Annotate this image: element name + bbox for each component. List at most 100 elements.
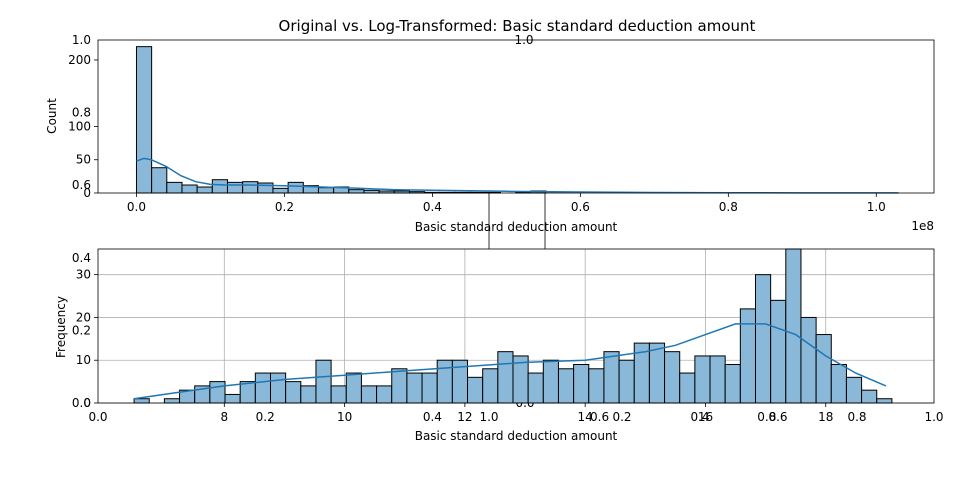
log-histogram-bar	[436, 359, 453, 404]
log-x-axis-label: Basic standard deduction amount	[415, 429, 618, 443]
log-histogram-bar	[209, 381, 226, 404]
overlay-subgrid-tick-label: 1.0	[479, 410, 498, 424]
log-histogram-bar	[876, 398, 893, 404]
log-histogram-bar	[800, 316, 817, 404]
overlay-y-tick-label: 0.0	[72, 396, 91, 410]
overlay-x-tick-label: 0.6	[590, 410, 609, 424]
log-histogram-bar	[254, 372, 271, 404]
original-histogram-bar	[151, 167, 168, 194]
overlay-x-tick-label: 0.0	[88, 410, 107, 424]
log-histogram-bar	[603, 351, 620, 404]
original-x-tick-label: 1.0	[867, 200, 886, 214]
log-histogram-panel: 8 10 12 14 16 18 0 10 20 30 Basic standard deduc…	[54, 248, 935, 443]
log-histogram-bar	[239, 381, 256, 404]
log-histogram-bar	[163, 398, 181, 404]
log-y-tick-label: 10	[76, 353, 91, 367]
log-histogram-bar	[770, 299, 787, 404]
log-histogram-bar	[406, 372, 423, 404]
original-x-tick-label: 0.0	[127, 200, 146, 214]
log-x-tick-label: 8	[220, 410, 228, 424]
log-histogram-bar	[133, 398, 150, 404]
log-histogram-bar	[391, 368, 408, 404]
log-kde-line	[133, 323, 887, 400]
log-x-tick-label: 14	[578, 410, 593, 424]
log-histogram-bar	[724, 364, 741, 404]
log-histogram-bar	[573, 364, 590, 404]
overlay-subgrid-tick-label: 0.8	[847, 410, 866, 424]
log-histogram-bar	[224, 393, 241, 404]
overlay-y-tick-label: 1.0	[72, 33, 91, 47]
original-x-ticks: 0.0 0.2 0.4 0.6 0.8 1.0	[127, 193, 886, 214]
log-plot-frame	[97, 248, 935, 404]
overlay-x-tick-label: 0.2	[256, 410, 275, 424]
overlay-y-tick-label: 0.4	[72, 251, 91, 265]
log-histogram-bar	[694, 355, 711, 404]
log-histogram-bar	[588, 368, 605, 404]
original-x-tick-label: 0.2	[275, 200, 294, 214]
log-histogram-bar	[315, 359, 332, 404]
original-histogram-bar	[272, 187, 289, 194]
log-histogram-bar	[815, 334, 832, 404]
log-histogram-bar	[785, 248, 802, 404]
log-y-tick-label: 30	[76, 268, 91, 282]
original-histogram-bar	[242, 181, 259, 194]
log-histogram-bar	[467, 376, 484, 404]
original-histogram-bar	[211, 179, 228, 194]
log-histogram-bar	[421, 372, 438, 404]
original-histogram-bar	[181, 184, 198, 194]
original-histogram-bar	[166, 181, 183, 194]
log-histogram-bar	[300, 385, 317, 404]
log-histogram-bar	[754, 274, 772, 404]
original-histogram-bar	[226, 181, 244, 194]
original-y-tick-label: 50	[76, 153, 91, 167]
log-histogram-bar	[618, 359, 635, 404]
log-y-axis-label: Frequency	[54, 296, 68, 358]
overlay-subgrid-tick-label: 0.4	[690, 410, 709, 424]
log-histogram-bar	[527, 372, 544, 404]
original-y-tick-label: 0	[83, 186, 91, 200]
log-x-tick-label: 12	[457, 410, 472, 424]
log-histogram-bar	[542, 359, 559, 404]
overlay-subgrid-tick-label: 0.6	[768, 410, 787, 424]
background-overlay-axes: 0.00.20.40.60.81.00.0 0.2 0.4 0.6 0.8 1.01.00…	[72, 33, 944, 424]
log-histogram-bar	[269, 372, 287, 404]
log-histogram-bar	[830, 364, 847, 404]
log-y-tick-label: 20	[76, 310, 91, 324]
log-histogram-bar	[648, 342, 666, 404]
original-x-axis-label: Basic standard deduction amount	[415, 220, 618, 234]
original-x-tick-label: 0.4	[423, 200, 442, 214]
original-y-tick-label: 200	[68, 53, 91, 67]
log-histogram-bar	[664, 351, 681, 404]
original-histogram-bar	[317, 187, 335, 194]
chart-title: Original vs. Log-Transformed: Basic stan…	[279, 17, 756, 35]
log-histogram-bar	[345, 372, 362, 404]
overlay-x-tick-label: 1.0	[924, 410, 943, 424]
log-x-tick-label: 10	[337, 410, 352, 424]
original-y-axis-label: Count	[45, 98, 59, 134]
original-histogram-bar	[287, 181, 304, 194]
log-histogram-bar	[482, 368, 499, 404]
original-x-tick-label: 0.6	[571, 200, 590, 214]
log-histogram-bar	[845, 376, 863, 404]
log-histogram-bar	[739, 308, 756, 404]
overlay-y-tick-label: 0.8	[72, 106, 91, 120]
original-histogram-panel: 0.0 0.2 0.4 0.6 0.8 1.0 0 50 100 200 Basic stand…	[45, 39, 935, 234]
log-x-ticks: 8 10 12 14 16 18	[220, 403, 833, 424]
log-histogram-bar	[285, 381, 302, 404]
log-y-tick-label: 0	[83, 396, 91, 410]
original-histogram-bar	[196, 186, 213, 194]
log-histogram-bar	[557, 368, 575, 404]
log-histogram-bar	[861, 389, 878, 404]
log-x-tick-label: 18	[818, 410, 833, 424]
log-histogram-bar	[679, 372, 696, 404]
log-y-ticks: 0 10 20 30	[76, 268, 98, 410]
overlay-x-tick-label: 0.8	[757, 410, 776, 424]
log-x-tick-label: 16	[698, 410, 713, 424]
overlay-subgrid-tick-label: 0.2	[612, 410, 631, 424]
log-histogram-bars	[133, 248, 893, 404]
original-x-offset-label: 1e8	[911, 219, 934, 233]
original-y-tick-label: 100	[68, 119, 91, 133]
original-plot-frame	[97, 39, 935, 194]
log-histogram-bar	[709, 355, 726, 404]
